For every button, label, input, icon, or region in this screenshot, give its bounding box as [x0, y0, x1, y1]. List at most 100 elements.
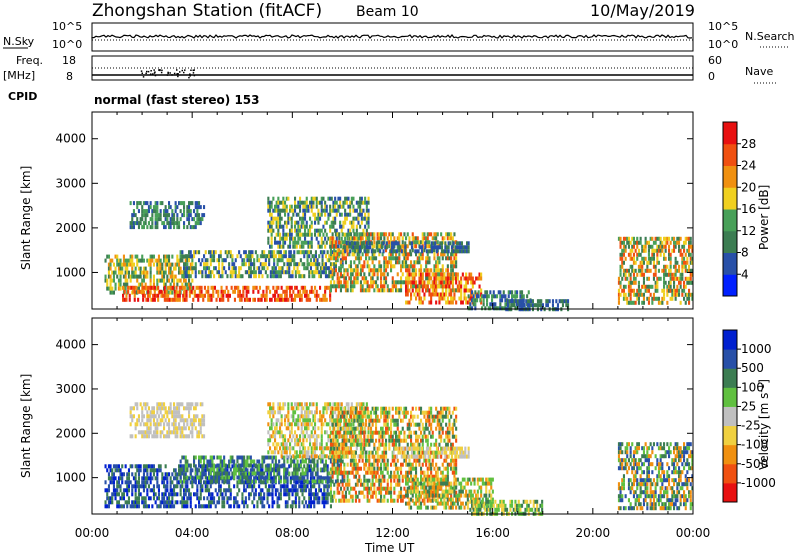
data-cell: [545, 299, 548, 304]
data-cell: [174, 414, 177, 419]
data-cell: [450, 288, 453, 293]
data-cell: [415, 272, 418, 277]
data-cell: [157, 414, 160, 419]
data-cell: [656, 236, 659, 241]
data-cell: [617, 276, 620, 281]
data-cell: [380, 264, 383, 269]
data-cell: [298, 479, 301, 484]
data-cell: [444, 245, 447, 250]
data-cell: [666, 288, 669, 293]
data-cell: [385, 276, 388, 281]
data-cell: [199, 426, 202, 431]
data-cell: [156, 209, 159, 214]
data-cell: [304, 200, 307, 205]
data-cell: [383, 264, 386, 269]
data-cell: [661, 300, 664, 305]
data-cell: [515, 299, 518, 304]
data-cell: [354, 272, 357, 277]
data-cell: [689, 272, 692, 277]
data-cell: [624, 256, 627, 261]
data-cell: [166, 504, 169, 509]
data-cell: [275, 418, 278, 423]
data-cell: [561, 299, 564, 304]
data-cell: [346, 244, 349, 249]
data-cell: [639, 272, 642, 277]
data-cell: [264, 455, 267, 460]
data-cell: [328, 476, 331, 481]
data-cell: [188, 496, 191, 501]
data-cell: [244, 254, 247, 259]
data-cell: [142, 468, 145, 473]
data-cell: [181, 270, 184, 275]
data-cell: [352, 245, 355, 250]
data-cell: [304, 285, 307, 290]
data-cell: [287, 244, 290, 249]
data-cell: [279, 297, 282, 302]
data-cell: [691, 256, 694, 261]
data-cell: [148, 285, 151, 290]
data-cell: [450, 272, 453, 277]
data-cell: [516, 302, 519, 307]
data-cell: [303, 254, 306, 259]
data-cell: [471, 276, 474, 281]
data-cell: [477, 290, 480, 295]
data-cell: [277, 228, 280, 233]
data-cell: [465, 300, 468, 305]
data-cell: [689, 280, 692, 285]
data-cell: [221, 270, 224, 275]
data-cell: [668, 288, 671, 293]
data-cell: [363, 276, 366, 281]
data-cell: [248, 270, 251, 275]
data-cell: [334, 208, 337, 213]
data-cell: [433, 248, 436, 253]
data-cell: [132, 201, 135, 206]
data-cell: [366, 264, 369, 269]
data-cell: [282, 208, 285, 213]
data-cell: [219, 472, 222, 477]
data-cell: [286, 479, 289, 484]
data-cell: [324, 266, 327, 271]
data-cell: [350, 224, 353, 229]
data-cell: [316, 463, 319, 468]
data-cell: [179, 217, 182, 222]
station-title: Zhongshan Station (fitACF): [92, 1, 322, 21]
data-cell: [169, 504, 172, 509]
data-cell: [455, 272, 458, 277]
data-cell: [253, 258, 256, 263]
data-cell: [656, 276, 659, 281]
data-cell: [411, 284, 414, 289]
data-cell: [188, 426, 191, 431]
data-cell: [333, 256, 336, 261]
data-cell: [504, 302, 507, 307]
data-cell: [280, 200, 283, 205]
data-cell: [209, 459, 212, 464]
data-cell: [664, 264, 667, 269]
data-cell: [243, 250, 246, 255]
data-cell: [341, 475, 344, 480]
data-cell: [284, 250, 287, 255]
data-cell: [198, 504, 201, 509]
data-cell: [294, 484, 297, 489]
data-cell: [143, 293, 146, 298]
data-cell: [173, 297, 176, 302]
data-cell: [244, 467, 247, 472]
data-cell: [343, 256, 346, 261]
data-cell: [398, 232, 401, 237]
data-cell: [621, 276, 624, 281]
data-cell: [112, 274, 115, 279]
data-cell: [673, 264, 676, 269]
data-cell: [163, 504, 166, 509]
data-cell: [269, 204, 272, 209]
data-cell: [395, 280, 398, 285]
data-cell: [246, 459, 249, 464]
data-cell: [168, 472, 171, 477]
data-cell: [178, 270, 181, 275]
data-cell: [279, 422, 282, 427]
data-cell: [134, 221, 137, 226]
data-cell: [291, 471, 294, 476]
data-cell: [285, 232, 288, 237]
data-cell: [297, 293, 300, 298]
data-cell: [308, 488, 311, 493]
data-cell: [238, 475, 241, 480]
